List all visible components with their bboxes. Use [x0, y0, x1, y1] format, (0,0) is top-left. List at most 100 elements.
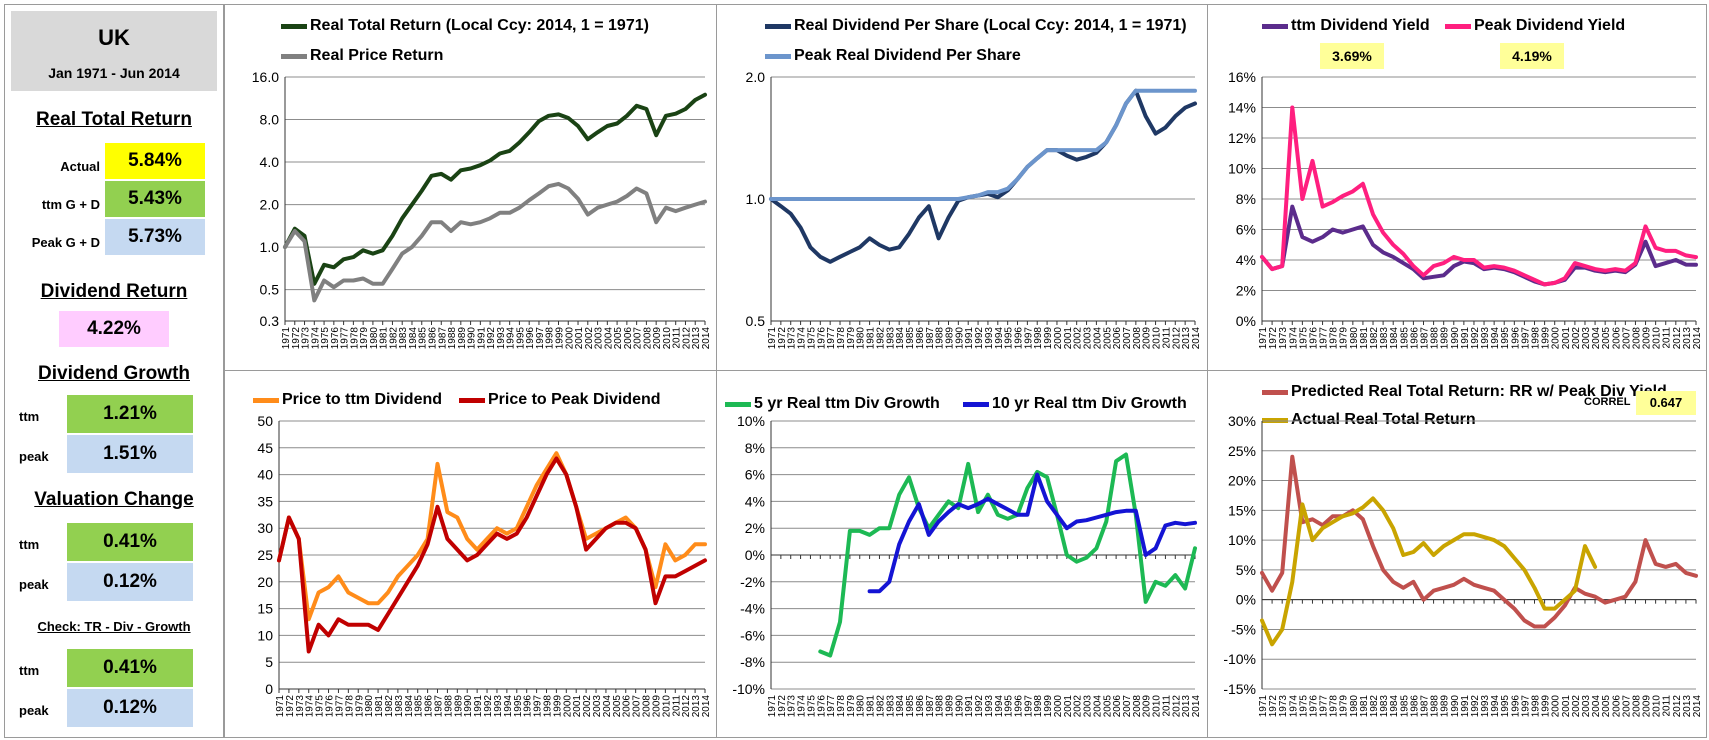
x-tick-label: 2003: [1581, 327, 1592, 350]
chart-canvas: 0.30.51.02.04.08.016.0197119721973197419…: [252, 69, 712, 350]
x-tick-label: 2006: [1112, 327, 1123, 350]
legend-5yr-growth: 5 yr Real ttm Div Growth: [725, 395, 940, 413]
y-tick-label: 35: [257, 493, 273, 509]
x-tick-label: 1976: [1308, 327, 1319, 350]
x-tick-label: 2001: [1063, 695, 1074, 718]
x-tick-label: 1996: [1014, 327, 1025, 350]
x-tick-label: 1993: [984, 327, 995, 350]
vc-ttm-label: ttm: [19, 537, 40, 552]
x-tick-label: 1989: [457, 327, 468, 350]
x-tick-label: 1978: [836, 695, 847, 718]
x-tick-label: 2007: [632, 695, 643, 718]
y-tick-label: 25: [257, 547, 273, 563]
y-tick-label: 25%: [1228, 443, 1256, 459]
x-tick-label: 1972: [1268, 695, 1279, 718]
series-line: [283, 92, 707, 286]
x-tick-label: 2011: [1662, 695, 1673, 717]
x-tick-label: 1995: [1500, 327, 1511, 350]
y-tick-label: 0.3: [260, 313, 280, 329]
y-tick-label: 4%: [1236, 252, 1256, 268]
x-tick-label: 2004: [1092, 327, 1103, 350]
x-tick-label: 2002: [1073, 327, 1084, 350]
x-tick-label: 1995: [1004, 695, 1015, 718]
x-tick-label: 2008: [642, 327, 653, 350]
legend-10yr-growth: 10 yr Real ttm Div Growth: [963, 395, 1187, 413]
x-tick-label: 2003: [1581, 695, 1592, 718]
legend-label: Real Dividend Per Share (Local Ccy: 2014…: [794, 17, 1187, 34]
x-tick-label: 1973: [787, 695, 798, 718]
x-tick-label: 1996: [523, 695, 534, 718]
x-tick-label: 1999: [554, 327, 565, 350]
x-tick-label: 2004: [1092, 695, 1103, 718]
x-tick-label: 1971: [281, 327, 292, 350]
x-tick-label: 2006: [622, 695, 633, 718]
y-tick-label: 16%: [1228, 69, 1256, 85]
legend-real-price-return: Real Price Return: [281, 47, 443, 65]
ttm-yield-value-box: 3.69%: [1320, 43, 1384, 69]
peak-yield-value-box: 4.19%: [1500, 43, 1564, 69]
x-tick-label: 1996: [1510, 327, 1521, 350]
x-tick-label: 1991: [964, 695, 975, 718]
x-tick-label: 1986: [1409, 327, 1420, 350]
x-tick-label: 1979: [846, 327, 857, 350]
x-tick-label: 1996: [525, 327, 536, 350]
legend-swatch: [765, 53, 791, 59]
x-tick-label: 2005: [1601, 695, 1612, 718]
y-tick-label: 0%: [1236, 313, 1256, 329]
y-tick-label: 15: [257, 601, 273, 617]
x-tick-label: 1975: [806, 327, 817, 350]
x-tick-label: 1978: [344, 695, 355, 718]
country-header: UK Jan 1971 - Jun 2014: [11, 11, 217, 91]
x-tick-label: 1999: [1541, 695, 1552, 718]
x-tick-label: 2013: [1682, 327, 1693, 350]
legend-label: Price to ttm Dividend: [282, 391, 443, 408]
x-tick-label: 1982: [875, 327, 886, 350]
y-tick-label: 0%: [745, 547, 765, 563]
x-tick-label: 2006: [1611, 695, 1622, 718]
x-tick-label: 2002: [1571, 695, 1582, 718]
x-tick-label: 1987: [437, 327, 448, 350]
x-tick-label: 1991: [1460, 695, 1471, 718]
peak-gd-value-box: 5.73%: [105, 219, 205, 255]
x-tick-label: 1980: [856, 695, 867, 718]
legend-swatch: [1262, 389, 1288, 395]
x-tick-label: 2007: [1621, 695, 1632, 718]
x-tick-label: 2007: [633, 327, 644, 350]
real-div-growth-chart: 5 yr Real ttm Div Growth 10 yr Real ttm …: [716, 370, 1208, 738]
y-tick-label: 4.0: [260, 154, 280, 170]
x-tick-label: 2014: [701, 695, 712, 718]
x-tick-label: 1995: [515, 327, 526, 350]
x-tick-label: 2000: [1551, 327, 1562, 350]
period-label: Jan 1971 - Jun 2014: [48, 65, 180, 81]
legend-label: Peak Real Dividend Per Share: [794, 47, 1021, 64]
legend-swatch: [253, 397, 279, 403]
x-tick-label: 1992: [486, 327, 497, 350]
x-tick-label: 2000: [562, 695, 573, 718]
x-tick-label: 1993: [1480, 327, 1491, 350]
legend-swatch: [963, 401, 989, 407]
x-tick-label: 1982: [384, 695, 395, 718]
x-tick-label: 1994: [994, 695, 1005, 718]
y-tick-label: 50: [257, 413, 273, 429]
vc-peak-value-box: 0.12%: [67, 563, 193, 601]
correl-label: CORREL: [1584, 396, 1631, 408]
chart-canvas: -15%-10%-5%0%5%10%15%20%25%30%1971 1972 19…: [1223, 413, 1703, 718]
x-tick-label: 1996: [1014, 695, 1025, 718]
x-tick-label: 1978: [349, 327, 360, 350]
x-tick-label: 2013: [691, 327, 702, 350]
x-tick-label: 2003: [594, 327, 605, 350]
x-tick-label: 1998: [545, 327, 556, 350]
x-tick-label: 1991: [473, 695, 484, 718]
x-tick-label: 2010: [661, 695, 672, 718]
x-tick-label: 1972: [285, 695, 296, 718]
y-tick-label: 2%: [1236, 283, 1256, 299]
x-tick-label: 1977: [1319, 695, 1330, 718]
x-tick-label: 1983: [394, 695, 405, 718]
x-tick-label: 1981: [866, 695, 877, 718]
x-tick-label: 2000: [1053, 695, 1064, 718]
y-tick-label: 2.0: [746, 69, 766, 85]
x-tick-label: 1999: [1541, 327, 1552, 350]
x-tick-label: 1972: [291, 327, 302, 350]
x-tick-label: 1988: [447, 327, 458, 350]
x-tick-label: 2010: [662, 327, 673, 350]
